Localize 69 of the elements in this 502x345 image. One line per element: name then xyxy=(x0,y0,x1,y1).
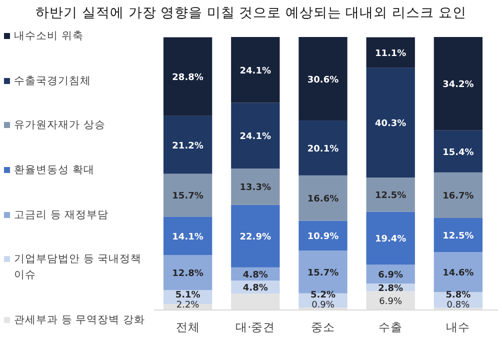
data-label: 40.3% xyxy=(374,119,406,130)
bar xyxy=(298,120,348,176)
data-label: 12.5% xyxy=(374,191,406,202)
bar xyxy=(163,255,212,290)
data-label: 6.9% xyxy=(378,270,404,281)
data-label: 15.7% xyxy=(172,192,204,202)
x-tick-label: 중소 xyxy=(311,320,335,334)
data-label: 14.6% xyxy=(442,268,474,279)
bar xyxy=(163,37,212,116)
bar xyxy=(298,220,348,250)
x-tick-label: 수출 xyxy=(378,320,403,334)
data-label: 0.9% xyxy=(312,300,335,310)
data-label: 5.8% xyxy=(446,290,471,300)
x-tick-label: 전체 xyxy=(176,320,200,334)
data-label: 0.8% xyxy=(446,300,470,310)
data-label: 20.1% xyxy=(307,144,339,154)
bar xyxy=(298,175,348,221)
data-label: 16.7% xyxy=(442,192,474,202)
bar xyxy=(434,130,483,172)
bar xyxy=(163,174,212,217)
bar xyxy=(434,37,483,130)
bar xyxy=(231,102,280,169)
legend-label: 고금리 등 재정부담 xyxy=(14,208,109,223)
legend-label: 관세부과 등 무역장벽 강화 xyxy=(14,312,146,328)
bar xyxy=(434,252,483,292)
legend-label: 유가원자재가 상승 xyxy=(14,118,106,134)
data-label: 12.8% xyxy=(172,269,204,280)
data-label: 30.6% xyxy=(307,75,339,86)
data-label: 24.1% xyxy=(240,132,272,142)
data-label: 2.8% xyxy=(378,284,404,294)
bar xyxy=(366,212,415,265)
x-tick-label: 내수 xyxy=(446,320,470,334)
bar xyxy=(434,218,483,252)
data-label: 5.2% xyxy=(310,290,336,300)
bar xyxy=(231,168,280,205)
data-label: 24.1% xyxy=(240,66,272,76)
data-label: 5.1% xyxy=(175,290,200,300)
data-label: 4.8% xyxy=(242,284,268,294)
data-label: 11.1% xyxy=(374,48,406,59)
data-label: 10.9% xyxy=(307,232,339,242)
bar xyxy=(366,68,415,178)
bar xyxy=(298,37,348,121)
data-label: 2.2% xyxy=(176,300,200,310)
bar xyxy=(231,204,280,268)
data-label: 6.9% xyxy=(379,297,402,308)
legend-label: 환율변동성 확대 xyxy=(14,162,94,178)
legend-label: 내수소비 위축 xyxy=(14,29,84,44)
bar xyxy=(163,116,212,174)
bar xyxy=(366,178,415,212)
legend-label: 기업부담법안 등 국내정책 이슈 xyxy=(14,252,143,284)
chart-title: 하반기 실적에 가장 영향을 미칠 것으로 예상되는 대내외 리스크 요인 xyxy=(34,4,468,22)
bar xyxy=(163,216,212,256)
data-label: 15.4% xyxy=(442,148,474,158)
data-label: 13.3% xyxy=(240,183,272,194)
data-label: 22.9% xyxy=(240,232,272,243)
data-label: 34.2% xyxy=(442,80,474,90)
bar xyxy=(366,37,415,68)
data-label: 19.4% xyxy=(374,234,406,245)
data-label: 12.5% xyxy=(442,232,474,242)
data-label: 4.8% xyxy=(242,270,268,280)
data-label: 21.2% xyxy=(172,141,204,152)
data-label: 16.6% xyxy=(307,194,339,205)
bar xyxy=(231,37,280,103)
data-label: 15.7% xyxy=(307,268,339,278)
data-label: 28.8% xyxy=(172,73,204,84)
legend-label: 수출국경기침체 xyxy=(14,74,91,89)
bar xyxy=(434,172,483,218)
x-tick-label: 대·중견 xyxy=(236,320,276,334)
data-label: 14.1% xyxy=(172,232,204,242)
